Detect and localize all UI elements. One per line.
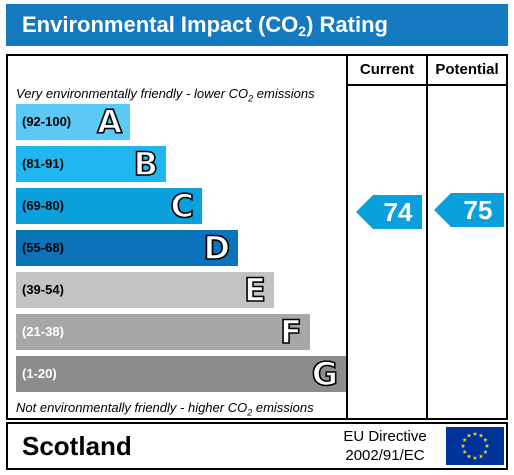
band-range: (1-20)	[22, 366, 57, 381]
potential-rating-arrow	[434, 193, 504, 227]
header-divider	[348, 84, 506, 86]
eu-flag-icon	[446, 427, 504, 465]
top-note: Very environmentally friendly - lower CO…	[16, 86, 315, 104]
potential-rating-value: 75	[463, 195, 493, 225]
current-column-divider	[346, 56, 348, 418]
rating-frame: Current Potential Very environmentally f…	[6, 54, 508, 420]
eu-directive: EU Directive 2002/91/EC	[334, 427, 436, 465]
current-rating-arrow	[356, 195, 422, 229]
band-b: (81-91) B	[16, 145, 166, 183]
band-d: (55-68) D	[16, 229, 238, 267]
band-e: (39-54) E	[16, 271, 274, 309]
current-rating: 74	[356, 195, 422, 229]
band-f: (21-38) F	[16, 313, 310, 351]
band-letter: G	[311, 355, 339, 393]
current-column-header: Current	[359, 61, 415, 78]
band-letter: E	[243, 271, 266, 309]
band-range: (92-100)	[22, 114, 72, 129]
band-range: (55-68)	[22, 240, 64, 255]
directive-line-2: 2002/91/EC	[345, 447, 425, 464]
current-rating-value: 74	[383, 197, 413, 227]
band-range: (21-38)	[22, 324, 64, 339]
band-range: (69-80)	[22, 198, 64, 213]
band-c: (69-80) C	[16, 187, 202, 225]
band-letter: A	[96, 103, 122, 141]
band-a: (92-100) A	[16, 103, 130, 141]
potential-rating: 75	[434, 193, 504, 227]
potential-column-divider	[426, 56, 428, 418]
chart-title: Environmental Impact (CO2) Rating	[6, 4, 508, 46]
band-letter: B	[133, 145, 159, 183]
footer: Scotland EU Directive 2002/91/EC	[6, 422, 508, 470]
band-letter: C	[170, 187, 195, 225]
region-label: Scotland	[22, 431, 132, 461]
band-range: (81-91)	[22, 156, 64, 171]
band-letter: F	[279, 313, 302, 351]
band-letter: D	[203, 229, 231, 267]
band-range: (39-54)	[22, 282, 64, 297]
potential-column-header: Potential	[435, 61, 499, 78]
directive-line-1: EU Directive	[343, 428, 427, 445]
band-g: (1-20) G	[16, 355, 346, 393]
bottom-note: Not environmentally friendly - higher CO…	[16, 400, 314, 418]
